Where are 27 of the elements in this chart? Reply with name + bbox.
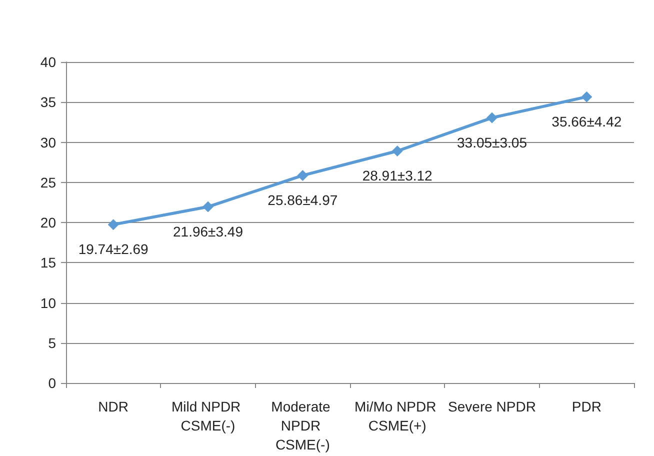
point: [581, 91, 592, 102]
x-tick-label: PDR: [572, 398, 602, 414]
y-tick-label: 40: [40, 54, 56, 70]
point: [392, 145, 403, 156]
y-tick-label: 35: [40, 94, 56, 110]
x-tick-label: Mi/Mo NPDR CSME(+): [354, 398, 440, 434]
data-label: 35.66±4.42: [552, 113, 622, 130]
y-tick-label: 10: [40, 294, 56, 311]
y-tick-label: 30: [40, 134, 56, 150]
y-tick-label: 20: [40, 214, 56, 230]
point: [202, 201, 214, 212]
y-tick-label: 15: [40, 254, 56, 271]
point: [297, 170, 308, 181]
x-tick-label: Moderate NPDR CSME(-): [271, 398, 334, 452]
data-label: 21.96±3.49: [173, 223, 244, 240]
data-label: 25.86±4.97: [268, 192, 338, 208]
y-tick-label: 25: [40, 174, 56, 190]
data-label: 33.05±3.05: [457, 134, 528, 150]
x-tick-label: Severe NPDR: [448, 398, 536, 414]
data-label: 28.91±3.12: [362, 167, 433, 184]
y-tick-label: 5: [48, 334, 56, 351]
point: [486, 112, 498, 124]
x-tick-label: Mild NPDR CSME(-): [171, 398, 245, 434]
x-tick-label: NDR: [98, 398, 129, 414]
data-label: 19.74±2.69: [78, 241, 149, 258]
y-tick-label: 0: [48, 375, 56, 391]
point: [108, 219, 119, 230]
